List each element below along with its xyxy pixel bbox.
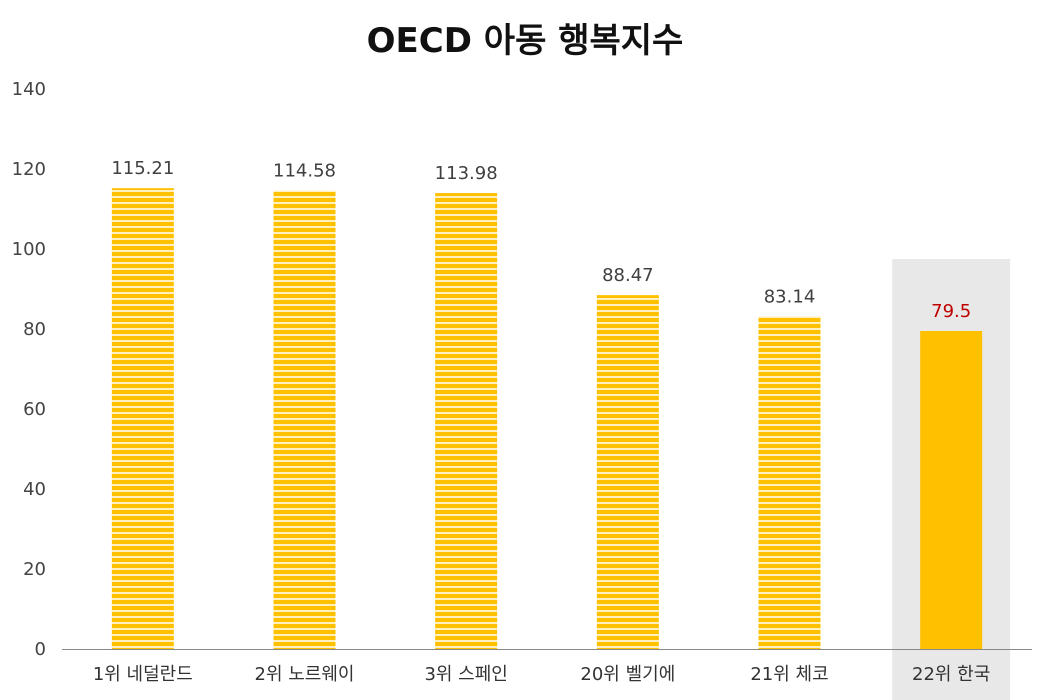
x-tick-label: 20위 벨기에 <box>580 664 675 685</box>
data-label: 113.98 <box>435 163 498 184</box>
y-tick-label: 60 <box>23 399 46 420</box>
x-tick-label: 3위 스페인 <box>424 664 507 685</box>
chart-title: OECD 아동 행복지수 <box>367 21 684 61</box>
x-tick-label: 2위 노르웨이 <box>255 664 355 685</box>
y-tick-label: 0 <box>35 639 46 660</box>
data-label: 83.14 <box>764 286 816 307</box>
y-tick-label: 80 <box>23 319 46 340</box>
y-tick-label: 100 <box>12 239 46 260</box>
y-tick-label: 20 <box>23 559 46 580</box>
data-label: 115.21 <box>111 158 174 179</box>
bar <box>111 188 174 649</box>
bar <box>435 193 498 649</box>
y-tick-label: 140 <box>12 79 46 100</box>
x-tick-label: 21위 체코 <box>750 664 828 685</box>
y-tick-label: 120 <box>12 159 46 180</box>
data-label: 88.47 <box>602 265 654 286</box>
x-tick-label: 22위 한국 <box>912 664 990 685</box>
bar <box>273 190 336 649</box>
bar <box>920 331 983 649</box>
data-label: 114.58 <box>273 161 336 182</box>
x-tick-label: 1위 네덜란드 <box>93 664 193 685</box>
bar <box>596 295 659 649</box>
bar <box>758 316 821 649</box>
data-label: 79.5 <box>931 301 971 322</box>
y-tick-label: 40 <box>23 479 46 500</box>
